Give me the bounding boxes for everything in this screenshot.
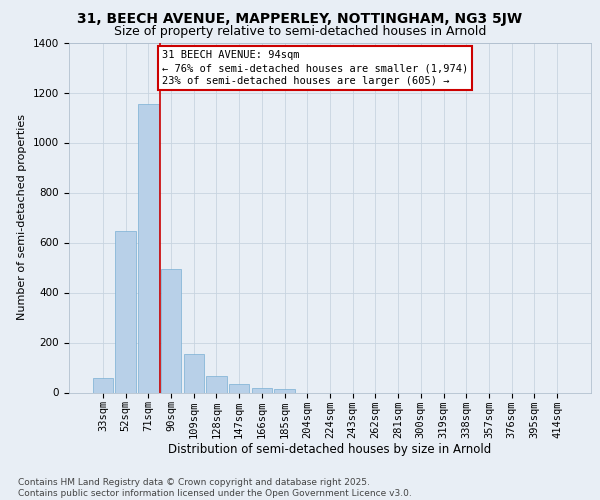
Text: 31 BEECH AVENUE: 94sqm
← 76% of semi-detached houses are smaller (1,974)
23% of : 31 BEECH AVENUE: 94sqm ← 76% of semi-det… <box>162 50 468 86</box>
X-axis label: Distribution of semi-detached houses by size in Arnold: Distribution of semi-detached houses by … <box>169 443 491 456</box>
Text: Contains HM Land Registry data © Crown copyright and database right 2025.
Contai: Contains HM Land Registry data © Crown c… <box>18 478 412 498</box>
Bar <box>206 376 227 392</box>
Bar <box>93 378 113 392</box>
Y-axis label: Number of semi-detached properties: Number of semi-detached properties <box>17 114 28 320</box>
Bar <box>274 389 295 392</box>
Text: 31, BEECH AVENUE, MAPPERLEY, NOTTINGHAM, NG3 5JW: 31, BEECH AVENUE, MAPPERLEY, NOTTINGHAM,… <box>77 12 523 26</box>
Bar <box>138 104 158 393</box>
Bar <box>229 384 250 392</box>
Bar <box>184 354 204 393</box>
Bar <box>115 231 136 392</box>
Text: Size of property relative to semi-detached houses in Arnold: Size of property relative to semi-detach… <box>114 25 486 38</box>
Bar <box>161 269 181 392</box>
Bar <box>251 388 272 392</box>
